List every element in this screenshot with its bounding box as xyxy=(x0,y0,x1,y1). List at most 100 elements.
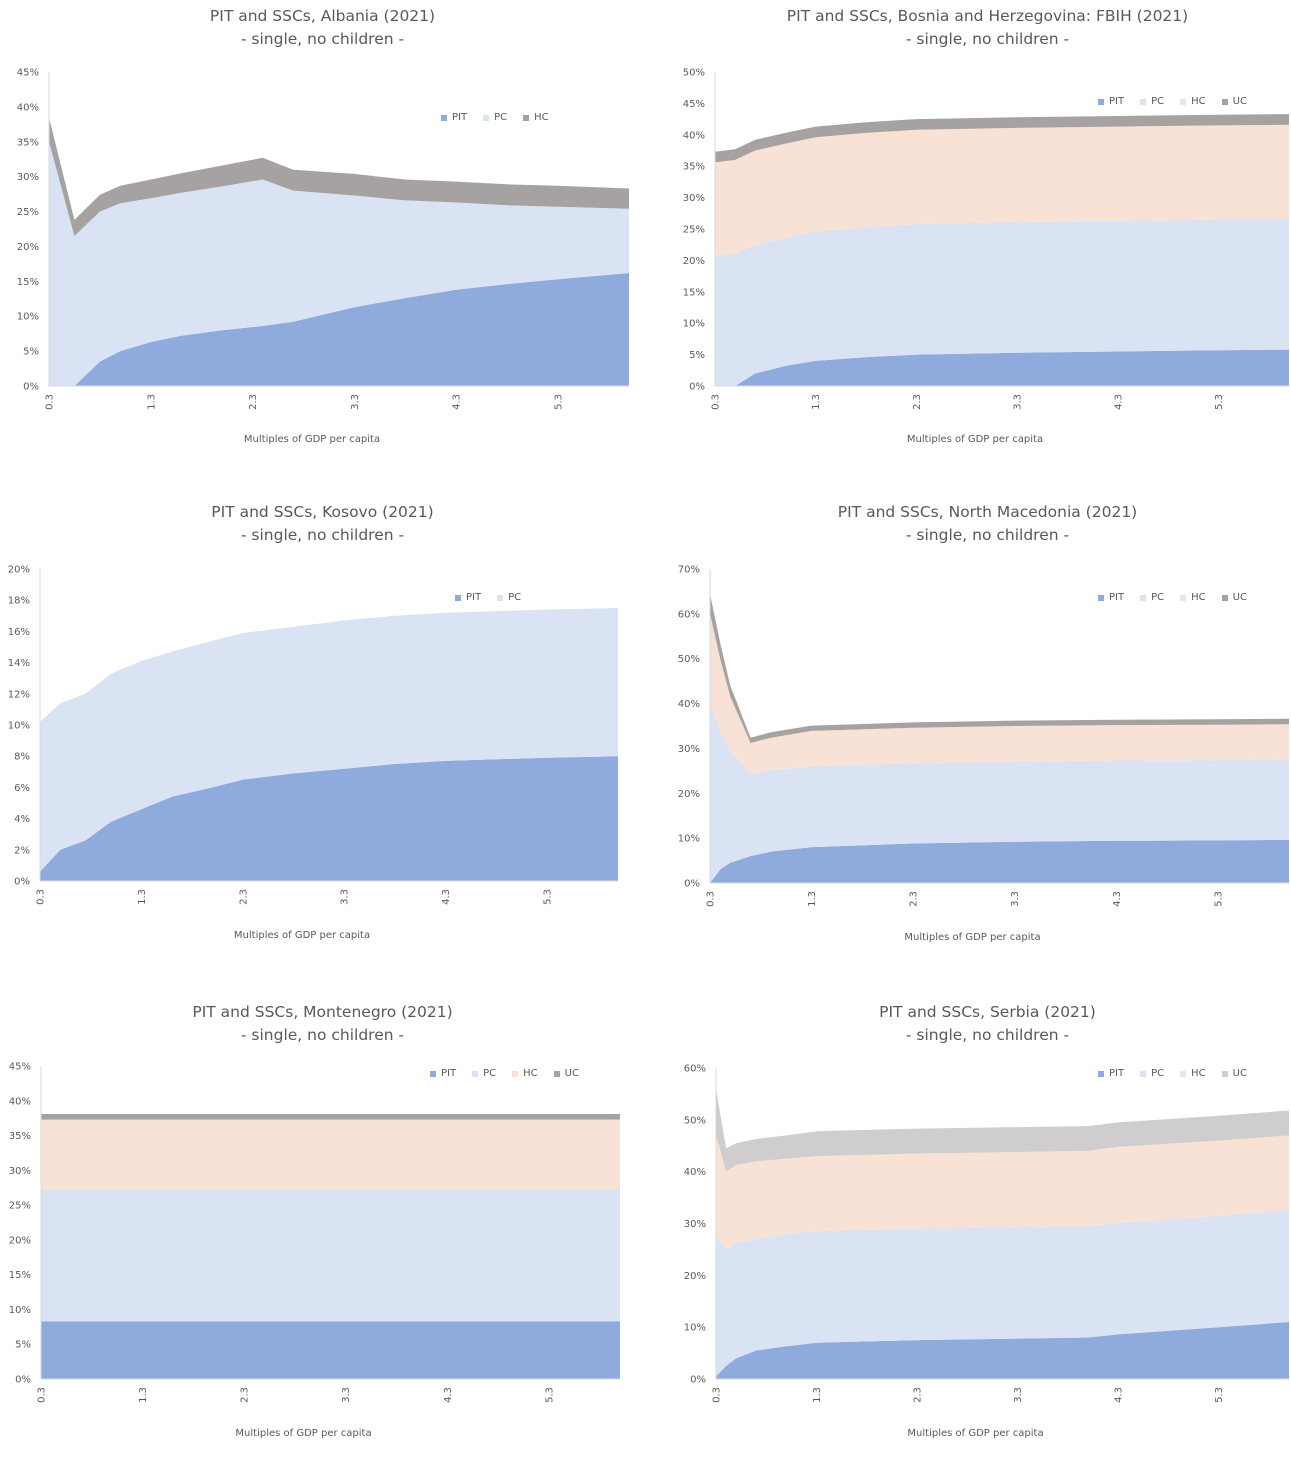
area-series-uc xyxy=(716,1088,1289,1172)
area-series-uc xyxy=(710,593,1289,743)
x-tick-label: 0.3 xyxy=(36,889,47,905)
legend-item-pit: PIT xyxy=(1098,1068,1124,1079)
legend-label: HC xyxy=(523,1068,538,1079)
y-tick-label: 12% xyxy=(8,689,30,700)
y-tick-label: 25% xyxy=(17,207,39,218)
area-series-hc xyxy=(710,613,1289,774)
legend-item-hc: HC xyxy=(1180,96,1206,107)
y-tick-label: 10% xyxy=(9,1305,31,1316)
y-tick-label: 0% xyxy=(690,1375,706,1386)
chart-title-block: PIT and SSCs, Montenegro (2021) - single… xyxy=(0,1001,645,1047)
x-axis-label: Multiples of GDP per capita xyxy=(235,1428,371,1439)
legend-item-uc: UC xyxy=(1221,592,1247,603)
y-tick-label: 0% xyxy=(23,382,39,393)
legend-swatch xyxy=(472,1070,479,1077)
y-tick-label: 30% xyxy=(678,744,700,755)
y-tick-label: 5% xyxy=(689,350,705,361)
chart-subtitle: - single, no children - xyxy=(240,526,405,544)
y-tick-label: 10% xyxy=(683,319,705,330)
y-tick-label: 40% xyxy=(684,1167,706,1178)
legend-swatch xyxy=(1098,98,1104,105)
legend-item-hc: HC xyxy=(523,112,549,123)
chart-title: PIT and SSCs, Bosnia and Herzegovina: FB… xyxy=(786,7,1189,25)
chart-legend: PIT PC xyxy=(455,592,521,603)
legend-item-pit: PIT xyxy=(441,112,467,123)
y-tick-label: 50% xyxy=(678,654,700,665)
y-tick-label: 2% xyxy=(14,845,30,856)
x-tick-label: 1.3 xyxy=(137,889,148,905)
chart-legend: PIT PC HC xyxy=(441,112,549,123)
chart-title: PIT and SSCs, North Macedonia (2021) xyxy=(837,503,1138,521)
legend-swatch xyxy=(430,1070,436,1077)
chart-panel-fbih: PIT and SSCs, Bosnia and Herzegovina: FB… xyxy=(665,0,1291,480)
x-axis-label: Multiples of GDP per capita xyxy=(234,930,370,941)
chart-title-block: PIT and SSCs, Kosovo (2021) - single, no… xyxy=(0,501,645,547)
chart-svg: 0% 5% 10% 15% 20% 25% 30% 35% 40% 45% 0.3 1.3 2.3 3.3… xyxy=(17,68,629,445)
chart-title: PIT and SSCs, Serbia (2021) xyxy=(879,1003,1096,1021)
chart-title-block: PIT and SSCs, Bosnia and Herzegovina: FB… xyxy=(665,5,1291,51)
y-tick-label: 45% xyxy=(17,68,39,79)
x-tick-label: 2.3 xyxy=(238,889,249,905)
y-tick-label: 40% xyxy=(9,1096,31,1107)
y-tick-label: 40% xyxy=(683,130,705,141)
chart-subtitle: - single, no children - xyxy=(240,1026,405,1044)
y-tick-label: 60% xyxy=(684,1064,706,1075)
y-tick-label: 60% xyxy=(678,609,700,620)
y-tick-label: 5% xyxy=(23,347,39,358)
y-tick-label: 70% xyxy=(678,565,700,576)
x-tick-label: 5.3 xyxy=(1214,394,1225,410)
legend-label: HC xyxy=(534,112,549,123)
chart-legend: PIT PC HC UC xyxy=(430,1068,579,1079)
area-series-hc xyxy=(49,117,629,236)
area-series-hc xyxy=(715,124,1289,256)
legend-label: PC xyxy=(1151,592,1165,603)
y-tick-label: 35% xyxy=(17,137,39,148)
area-series-pit xyxy=(715,349,1289,386)
y-tick-label: 8% xyxy=(14,752,30,763)
chart-title: PIT and SSCs, Montenegro (2021) xyxy=(192,1003,453,1021)
x-axis-label: Multiples of GDP per capita xyxy=(904,932,1040,943)
y-tick-label: 30% xyxy=(684,1219,706,1230)
chart-svg: 0% 5% 10% 15% 20% 25% 30% 35% 40% 45% 50% 0.3 1.3 2.3… xyxy=(683,68,1289,445)
y-tick-label: 35% xyxy=(9,1131,31,1142)
y-tick-label: 50% xyxy=(683,68,705,79)
x-tick-label: 0.3 xyxy=(45,394,56,410)
area-series-pc xyxy=(41,1189,620,1322)
x-tick-label: 2.3 xyxy=(913,1387,924,1403)
x-tick-label: 3.3 xyxy=(340,889,351,905)
x-tick-label: 5.3 xyxy=(543,889,554,905)
y-tick-label: 20% xyxy=(684,1271,706,1282)
legend-item-pc: PC xyxy=(1140,592,1164,603)
chart-svg: 0% 2% 4% 6% 8% 10% 12% 14% 16% 18% 20% 0.3 1.3 2.3 3.3… xyxy=(8,565,618,941)
legend-swatch xyxy=(455,594,461,601)
y-tick-label: 15% xyxy=(683,287,705,298)
legend-swatch xyxy=(1098,1070,1104,1077)
x-tick-label: 1.3 xyxy=(138,1387,149,1403)
chart-subtitle: - single, no children - xyxy=(905,526,1070,544)
y-tick-label: 15% xyxy=(17,277,39,288)
legend-label: PC xyxy=(483,1068,497,1079)
x-tick-label: 0.3 xyxy=(37,1387,48,1403)
legend-label: HC xyxy=(1191,96,1206,107)
area-series-hc xyxy=(41,1119,620,1190)
legend-swatch xyxy=(1180,98,1187,105)
x-tick-label: 0.3 xyxy=(706,891,717,907)
y-tick-label: 6% xyxy=(14,783,30,794)
legend-item-uc: UC xyxy=(553,1068,579,1079)
y-tick-label: 50% xyxy=(684,1115,706,1126)
legend-swatch xyxy=(1098,594,1104,601)
chart-subtitle: - single, no children - xyxy=(905,1026,1070,1044)
area-series-pc xyxy=(40,608,618,872)
y-tick-label: 0% xyxy=(15,1375,31,1386)
legend-swatch xyxy=(483,114,490,121)
x-tick-label: 4.3 xyxy=(441,889,452,905)
legend-item-pit: PIT xyxy=(1098,96,1124,107)
y-tick-label: 25% xyxy=(9,1201,31,1212)
y-tick-label: 18% xyxy=(8,596,30,607)
x-tick-label: 5.3 xyxy=(1213,891,1224,907)
x-tick-label: 5.3 xyxy=(553,394,564,410)
legend-label: PIT xyxy=(466,592,482,603)
legend-swatch xyxy=(441,114,447,121)
x-tick-label: 2.3 xyxy=(240,1387,251,1403)
chart-panel-albania: PIT and SSCs, Albania (2021) - single, n… xyxy=(0,0,645,480)
